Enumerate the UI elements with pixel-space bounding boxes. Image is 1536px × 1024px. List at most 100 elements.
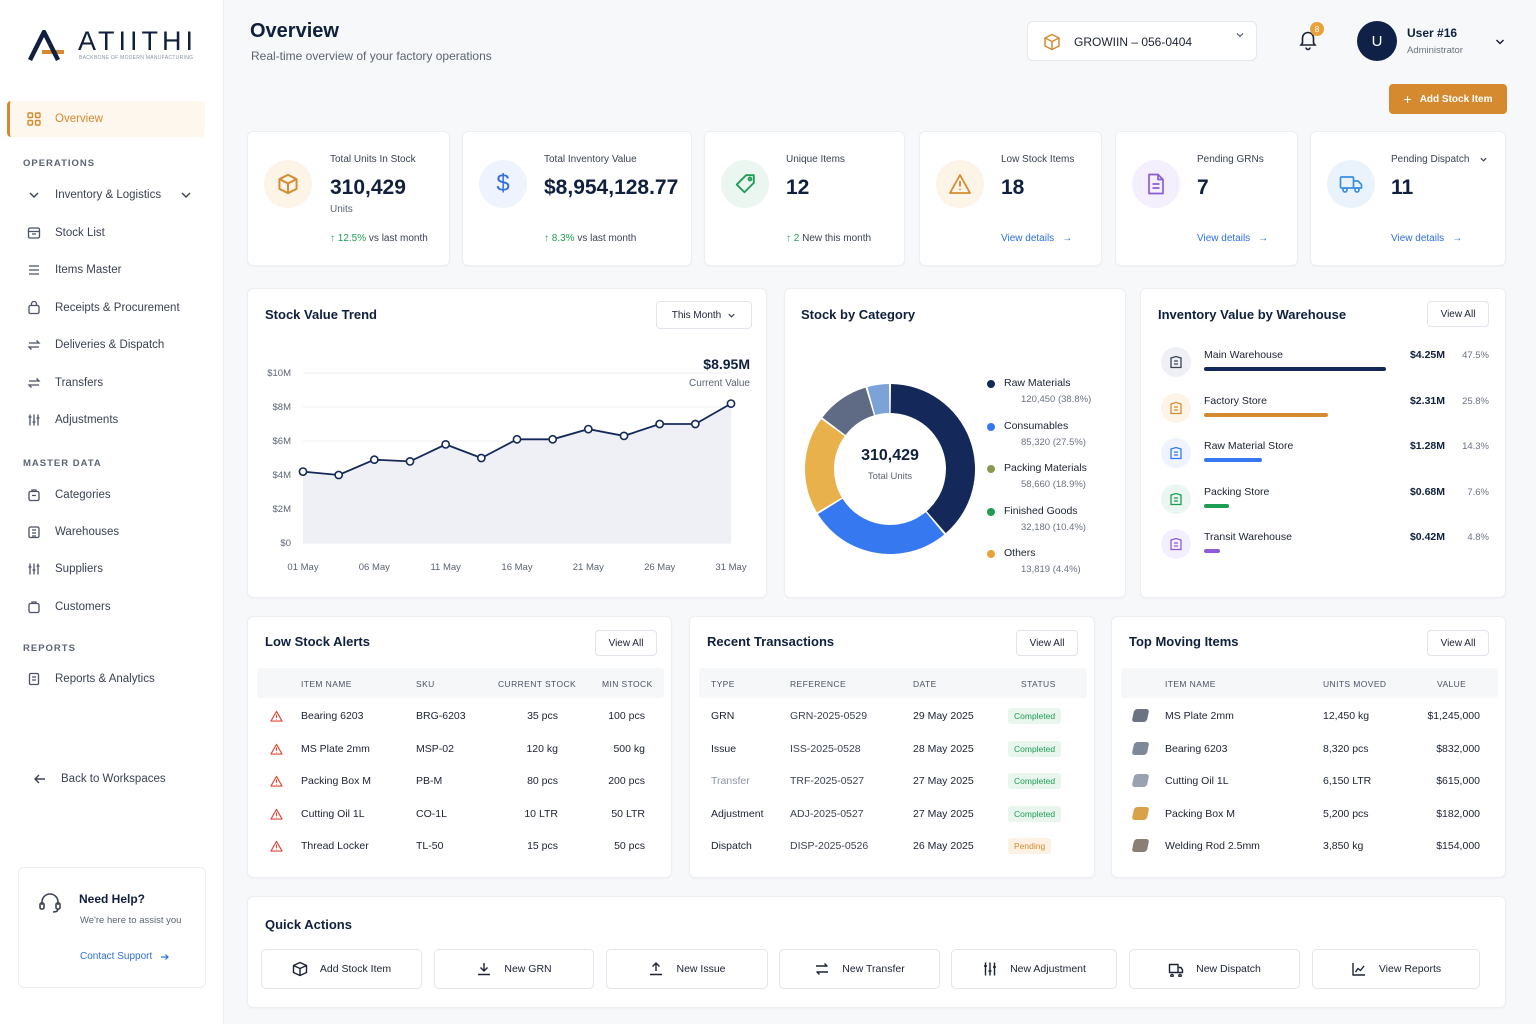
low-stock-item-name[interactable]: Cutting Oil 1L: [301, 807, 365, 820]
sidebar-item-warehouses[interactable]: Warehouses: [27, 523, 119, 541]
headset-icon: [39, 893, 61, 913]
stat-trend: ↑ 8.3% vs last month: [544, 233, 636, 244]
donut-slice: [867, 384, 890, 415]
trend-point: [583, 424, 593, 434]
top-moving-item-name[interactable]: MS Plate 2mm: [1165, 710, 1234, 722]
transaction-reference[interactable]: DISP-2025-0526: [790, 840, 869, 853]
warehouse-bar: [1204, 458, 1263, 462]
legend-item: Others 13,819 (4.4%): [987, 547, 1117, 581]
top-moving-title: Top Moving Items: [1129, 634, 1239, 649]
transaction-reference[interactable]: GRN-2025-0529: [790, 710, 868, 722]
transactions-view-all-button[interactable]: View All: [1016, 630, 1078, 656]
top-moving-units: 6,150 LTR: [1323, 775, 1372, 788]
quick-action-button[interactable]: View Reports: [1312, 949, 1480, 989]
sidebar-overview-row[interactable]: Overview: [27, 110, 103, 128]
low-stock-view-all-button[interactable]: View All: [595, 630, 657, 656]
sidebar-item-adjustments[interactable]: Adjustments: [27, 411, 118, 429]
report-icon: [28, 672, 40, 686]
top-moving-item-name[interactable]: Packing Box M: [1165, 807, 1236, 820]
sidebar-item-deliveries[interactable]: Deliveries & Dispatch: [27, 336, 164, 354]
transaction-reference[interactable]: ISS-2025-0528: [790, 742, 861, 755]
workspace-selector[interactable]: GROWIIN – 056-0404: [1027, 21, 1257, 61]
back-to-workspaces[interactable]: Back to Workspaces: [33, 770, 166, 788]
x-tick-label: 16 May: [501, 562, 532, 573]
trend-value: 12.5%: [337, 233, 367, 244]
top-moving-units: 12,450 kg: [1323, 710, 1370, 722]
quick-action-label: New Issue: [676, 963, 726, 975]
donut-slice: [822, 387, 874, 436]
warehouse-pct: 25.8%: [1462, 395, 1489, 407]
chevron-down-icon[interactable]: [1479, 155, 1488, 164]
low-stock-item-name[interactable]: MS Plate 2mm: [301, 742, 370, 755]
item-thumbnail: [1131, 709, 1150, 722]
quick-action-button[interactable]: Add Stock Item: [261, 949, 422, 989]
sidebar-item-label: Transfers: [55, 377, 104, 389]
top-moving-item-name[interactable]: Welding Rod 2.5mm: [1165, 840, 1260, 853]
sidebar-item-customers[interactable]: Customers: [27, 598, 111, 616]
sidebar-item-items-master[interactable]: Items Master: [27, 261, 121, 279]
warehouse-value: $1.28M: [1409, 440, 1445, 452]
document-icon: [1148, 173, 1164, 195]
quick-action-button[interactable]: New GRN: [434, 949, 594, 989]
quick-action-label: New GRN: [504, 963, 552, 975]
notifications-button[interactable]: 8: [1296, 22, 1324, 54]
transaction-type: Dispatch: [711, 840, 752, 853]
sidebar-group-inventory[interactable]: Inventory & Logistics: [27, 186, 193, 204]
sidebar-item-suppliers[interactable]: Suppliers: [27, 560, 103, 578]
user-menu-chevron-icon[interactable]: [1494, 36, 1506, 48]
top-moving-view-all-button[interactable]: View All: [1427, 630, 1489, 656]
sidebar-item-categories[interactable]: Categories: [27, 486, 111, 504]
stat-value: 12: [786, 176, 810, 199]
low-stock-item-name[interactable]: Bearing 6203: [301, 710, 364, 722]
dollar-icon: $: [496, 170, 510, 197]
low-stock-item-name[interactable]: Thread Locker: [301, 840, 369, 853]
transaction-reference[interactable]: TRF-2025-0527: [790, 775, 865, 788]
col-item-name: ITEM NAME: [1165, 679, 1216, 689]
view-details-link[interactable]: View details →: [1001, 233, 1072, 244]
current-value: $8.95M: [703, 356, 750, 372]
top-moving-item-name[interactable]: Cutting Oil 1L: [1165, 775, 1229, 788]
transaction-reference[interactable]: ADJ-2025-0527: [790, 807, 864, 820]
warehouse-value: $2.31M: [1409, 394, 1445, 407]
building-icon: [1170, 537, 1182, 551]
trend-text: vs last month: [577, 233, 637, 244]
quick-action-button[interactable]: New Adjustment: [951, 949, 1117, 989]
truck-icon: [1168, 963, 1184, 977]
top-moving-value: $1,245,000: [1427, 710, 1480, 722]
warehouse-view-all-button[interactable]: View All: [1427, 301, 1489, 327]
top-moving-item-name[interactable]: Bearing 6203: [1165, 742, 1228, 755]
sidebar-item-label: Warehouses: [55, 526, 120, 538]
contact-support-link[interactable]: Contact Support: [80, 951, 170, 962]
help-card: Need Help? We're here to assist you Cont…: [18, 867, 206, 988]
warehouse-title: Inventory Value by Warehouse: [1158, 307, 1347, 322]
avatar[interactable]: U: [1357, 21, 1397, 61]
customers-icon: [28, 601, 40, 614]
view-details-link[interactable]: View details →: [1391, 233, 1462, 244]
stat-value: 18: [1001, 176, 1025, 199]
alert-shape: [270, 808, 283, 820]
sidebar-item-transfers[interactable]: Transfers: [27, 374, 103, 392]
top-moving-units: 3,850 kg: [1323, 840, 1364, 853]
sidebar-item-label: Categories: [55, 489, 111, 501]
transaction-date: 27 May 2025: [913, 775, 974, 788]
user-role: Administrator: [1407, 45, 1463, 56]
add-stock-item-button[interactable]: + Add Stock Item: [1389, 84, 1507, 114]
legend-name: Raw Materials: [1004, 377, 1071, 389]
quick-action-button[interactable]: New Transfer: [779, 949, 940, 989]
sidebar-item-overview[interactable]: [7, 101, 205, 137]
quick-action-button[interactable]: New Issue: [606, 949, 768, 989]
period-select[interactable]: This Month: [656, 301, 752, 329]
quick-action-button[interactable]: New Dispatch: [1129, 949, 1300, 989]
stat-label: Total Inventory Value: [544, 154, 637, 165]
sidebar-item-reports[interactable]: Reports & Analytics: [27, 670, 155, 688]
sidebar-item-receipts[interactable]: Receipts & Procurement: [27, 299, 180, 317]
recent-transactions-card: Recent Transactions View All TYPE REFERE…: [689, 616, 1095, 878]
low-stock-item-name[interactable]: Packing Box M: [301, 775, 372, 788]
sidebar-item-stock-list[interactable]: Stock List: [27, 224, 105, 242]
building-icon: [1170, 401, 1182, 414]
alert-icon: [270, 808, 283, 820]
view-details-link[interactable]: View details →: [1197, 233, 1268, 244]
transaction-type: Issue: [711, 742, 737, 755]
quick-action-label: New Transfer: [842, 963, 905, 975]
legend-item: Finished Goods 32,180 (10.4%): [987, 505, 1117, 539]
